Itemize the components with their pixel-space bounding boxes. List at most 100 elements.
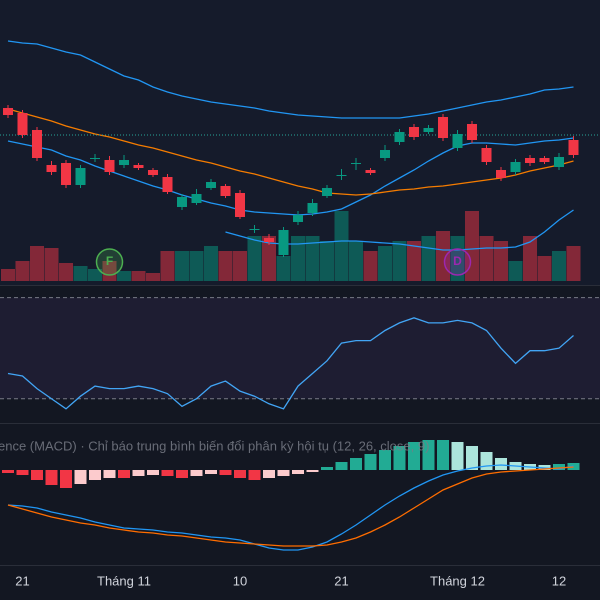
candle-body bbox=[104, 160, 115, 172]
volume-bar bbox=[421, 236, 436, 281]
candle-body bbox=[249, 229, 260, 230]
candle-body bbox=[177, 197, 187, 207]
candle-body bbox=[336, 175, 347, 176]
candle-body bbox=[496, 170, 506, 178]
candle-body bbox=[162, 177, 173, 192]
volume-bar bbox=[349, 241, 363, 281]
histogram-bar bbox=[379, 450, 391, 470]
band-line bbox=[7, 40, 574, 119]
candle-body bbox=[191, 194, 202, 203]
volume-bar bbox=[160, 251, 175, 281]
candle-body bbox=[307, 203, 318, 213]
candle-body bbox=[61, 163, 71, 185]
x-tick-label: 10 bbox=[233, 573, 247, 588]
macd-line bbox=[7, 466, 574, 547]
volume-bar bbox=[508, 261, 523, 281]
volume-bar bbox=[247, 236, 262, 281]
histogram-bar bbox=[466, 446, 478, 470]
volume-bar bbox=[392, 241, 407, 281]
candle-body bbox=[467, 124, 477, 140]
volume-bar bbox=[44, 248, 59, 281]
candle-body bbox=[351, 163, 361, 164]
candle-body bbox=[32, 130, 42, 158]
histogram-bar bbox=[393, 446, 406, 470]
histogram-bar bbox=[205, 470, 217, 474]
x-tick-label: 21 bbox=[334, 573, 348, 588]
histogram-bar bbox=[89, 470, 101, 480]
histogram-bar bbox=[263, 470, 275, 478]
candle-body bbox=[481, 148, 492, 162]
volume-bar bbox=[479, 236, 494, 281]
volume-bar bbox=[291, 236, 305, 281]
histogram-bar bbox=[292, 470, 304, 474]
histogram-bar bbox=[2, 470, 14, 473]
volume-bar bbox=[73, 266, 88, 281]
histogram-bar bbox=[190, 470, 203, 476]
histogram-bar bbox=[495, 458, 507, 470]
volume-bar bbox=[537, 256, 552, 281]
event-label: F bbox=[106, 254, 113, 268]
volume-bar bbox=[59, 263, 73, 281]
volume-bar bbox=[189, 251, 204, 281]
volume-bar bbox=[407, 241, 421, 281]
band-line bbox=[7, 137, 574, 216]
candle-body bbox=[365, 170, 376, 173]
histogram-bar bbox=[350, 458, 362, 470]
candle-body bbox=[423, 128, 434, 132]
histogram-bar bbox=[45, 470, 58, 485]
histogram-bar bbox=[480, 452, 493, 470]
volume-bar bbox=[262, 236, 276, 281]
histogram-bar bbox=[60, 470, 72, 488]
histogram-bar bbox=[277, 470, 290, 476]
indicator-title: ence (MACD) · Chỉ báo trung bình biến đổ… bbox=[0, 438, 429, 453]
level-band bbox=[0, 297, 600, 399]
histogram-bar bbox=[364, 454, 377, 470]
histogram-bar bbox=[451, 442, 464, 470]
histogram-bar bbox=[147, 470, 159, 475]
volume-bar bbox=[146, 273, 160, 281]
x-tick-label: 21 bbox=[15, 573, 29, 588]
volume-bar bbox=[378, 246, 392, 281]
histogram-bar bbox=[553, 464, 565, 470]
histogram-bar bbox=[234, 470, 246, 478]
histogram-bar bbox=[321, 467, 333, 470]
volume-bar bbox=[523, 236, 537, 281]
candle-body bbox=[148, 170, 158, 175]
histogram-bar bbox=[437, 440, 449, 470]
candle-body bbox=[75, 168, 86, 185]
volume-bar bbox=[233, 251, 247, 281]
candle-body bbox=[438, 117, 448, 138]
histogram-bar bbox=[74, 470, 87, 484]
volume-bar bbox=[450, 236, 465, 281]
candle-body bbox=[17, 113, 28, 135]
candle-body bbox=[525, 158, 535, 163]
candle-body bbox=[380, 150, 390, 158]
histogram-bar bbox=[335, 462, 348, 470]
candle-body bbox=[278, 230, 289, 255]
volume-bar bbox=[117, 271, 131, 281]
candle-body bbox=[510, 162, 521, 172]
histogram-bar bbox=[16, 470, 29, 475]
volume-bar bbox=[131, 271, 146, 281]
candle-body bbox=[206, 182, 216, 188]
histogram-bar bbox=[118, 470, 130, 478]
volume-bar bbox=[88, 269, 102, 281]
volume-bar bbox=[465, 211, 479, 281]
volume-bar bbox=[204, 246, 218, 281]
histogram-bar bbox=[161, 470, 174, 476]
x-tick-label: 12 bbox=[552, 573, 566, 588]
volume-bar bbox=[334, 211, 349, 281]
histogram-bar bbox=[306, 470, 319, 472]
volume-bar bbox=[15, 261, 30, 281]
candle-body bbox=[220, 186, 231, 196]
histogram-bar bbox=[408, 442, 420, 470]
volume-bar bbox=[305, 236, 320, 281]
volume-bar bbox=[175, 251, 189, 281]
candle-body bbox=[90, 158, 100, 159]
histogram-bar bbox=[103, 470, 116, 478]
candle-body bbox=[539, 158, 550, 162]
histogram-bar bbox=[176, 470, 188, 478]
macd-line bbox=[7, 464, 574, 551]
